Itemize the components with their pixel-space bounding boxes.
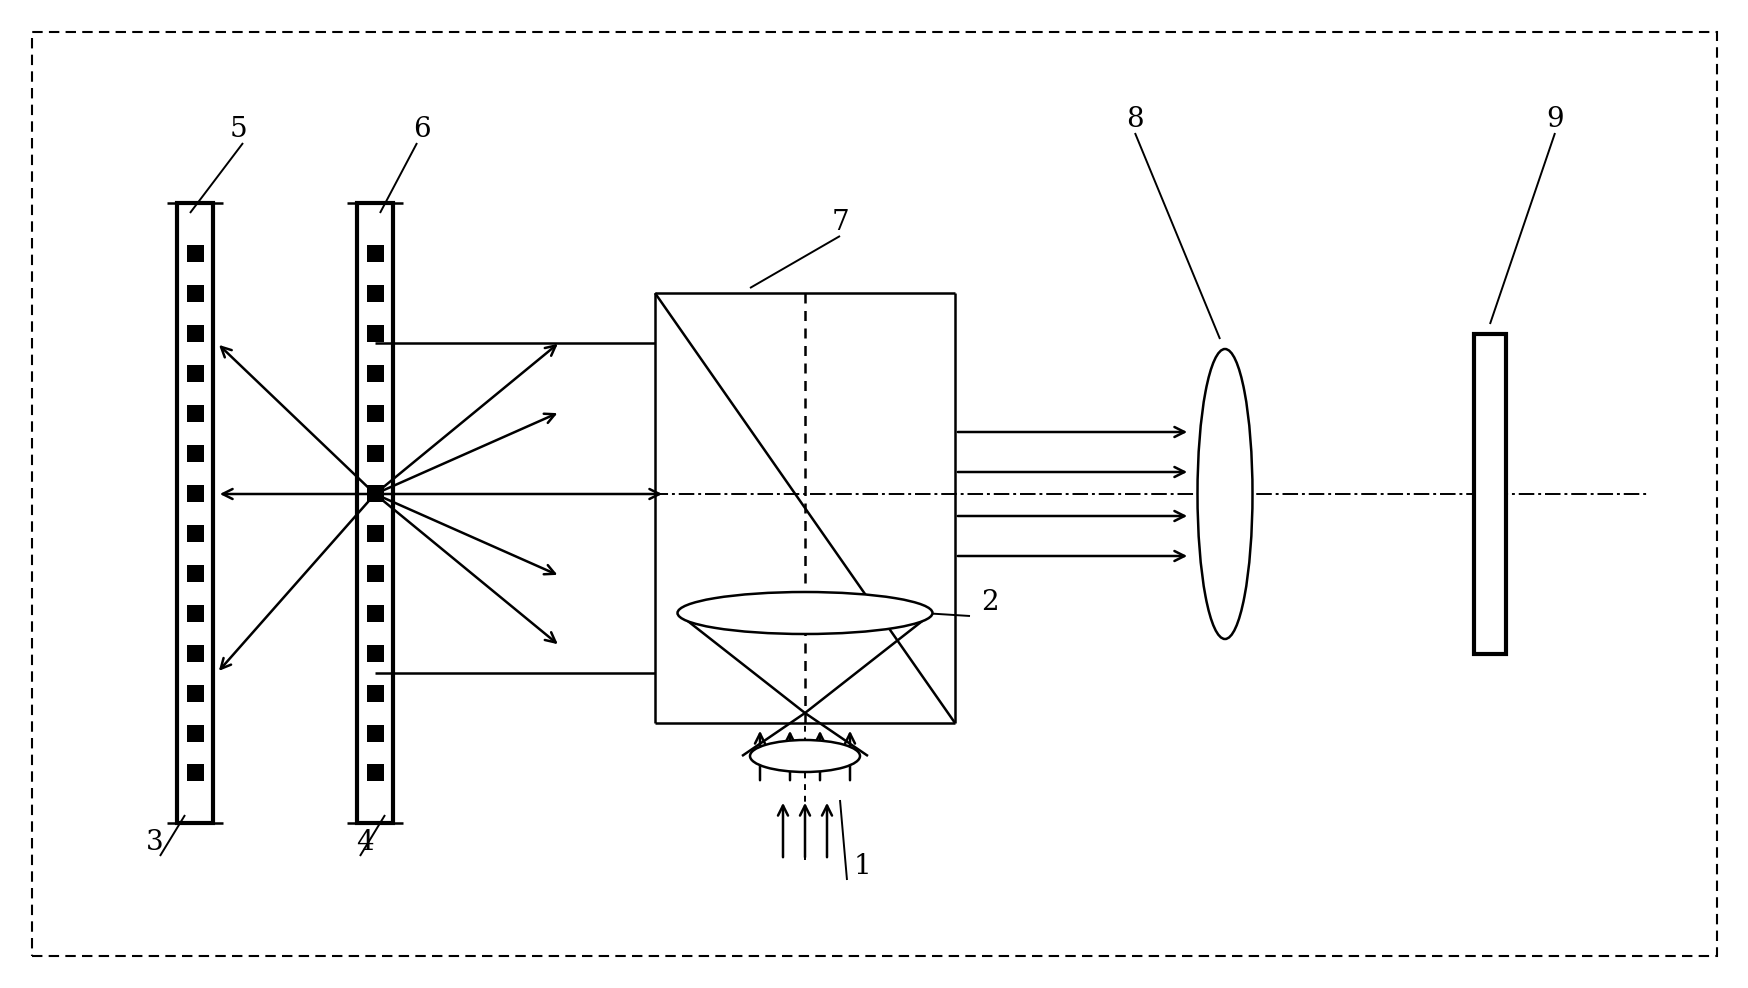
Ellipse shape (750, 740, 860, 772)
Bar (187, 404, 203, 422)
Bar (1474, 334, 1505, 654)
Text: 5: 5 (229, 116, 246, 143)
Bar (177, 203, 213, 823)
Bar (187, 564, 203, 582)
Bar (187, 644, 203, 662)
Bar (187, 445, 203, 461)
Bar (367, 644, 383, 662)
Text: 8: 8 (1126, 106, 1143, 133)
Bar (187, 324, 203, 342)
Bar (187, 765, 203, 782)
Bar (367, 724, 383, 742)
Ellipse shape (1197, 349, 1252, 639)
Bar (187, 724, 203, 742)
Bar (367, 285, 383, 301)
Bar (367, 484, 383, 502)
Text: 2: 2 (981, 589, 998, 616)
Bar (367, 765, 383, 782)
Text: 9: 9 (1545, 106, 1563, 133)
Bar (367, 605, 383, 621)
Text: 1: 1 (853, 853, 871, 880)
Bar (367, 324, 383, 342)
Ellipse shape (676, 592, 932, 634)
Bar (187, 525, 203, 541)
Bar (357, 203, 393, 823)
Text: 6: 6 (413, 116, 430, 143)
Bar (367, 564, 383, 582)
Text: 7: 7 (830, 209, 848, 236)
Bar (367, 404, 383, 422)
Bar (187, 365, 203, 381)
Bar (187, 685, 203, 701)
Bar (187, 285, 203, 301)
Bar (367, 525, 383, 541)
Bar (367, 445, 383, 461)
Bar (367, 244, 383, 262)
Bar (187, 484, 203, 502)
Bar (367, 365, 383, 381)
Text: 4: 4 (357, 829, 374, 856)
Bar (187, 244, 203, 262)
Bar (187, 605, 203, 621)
Text: 3: 3 (147, 829, 164, 856)
Bar (367, 685, 383, 701)
